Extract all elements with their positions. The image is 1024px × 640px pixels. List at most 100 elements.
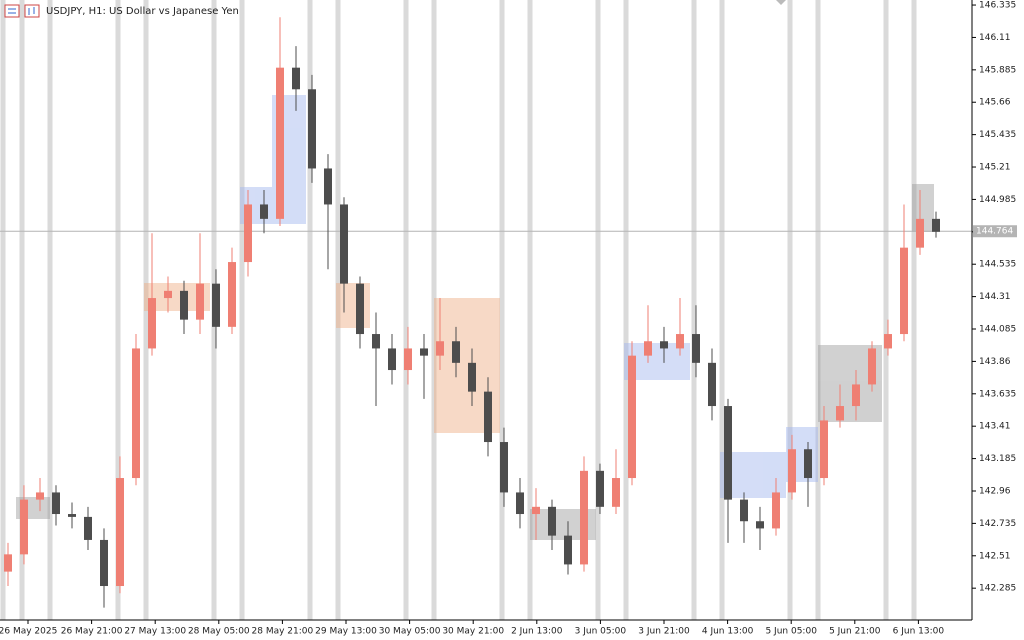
session-separator xyxy=(623,0,629,620)
candle-body xyxy=(820,420,828,479)
candle-body xyxy=(932,218,940,232)
candle-body xyxy=(4,554,12,572)
session-separator xyxy=(595,0,601,620)
candle-body xyxy=(196,283,204,320)
candle-body xyxy=(852,384,860,407)
candle-body xyxy=(564,535,572,565)
y-tick-label: 146.11 xyxy=(979,33,1011,43)
x-tick-label: 4 Jun 13:00 xyxy=(702,627,754,637)
session-separator xyxy=(143,0,149,620)
candle-body xyxy=(388,348,396,371)
y-tick-label: 145.435 xyxy=(979,130,1016,140)
y-tick-label: 144.31 xyxy=(979,292,1011,302)
candle-body xyxy=(660,341,668,349)
session-separator xyxy=(47,0,53,620)
candle-body xyxy=(596,470,604,507)
candle-body xyxy=(740,499,748,522)
y-tick-label: 144.985 xyxy=(979,195,1016,205)
session-separator xyxy=(0,0,6,620)
candle-body xyxy=(916,218,924,248)
candle-body xyxy=(756,521,764,529)
x-tick-label: 30 May 21:00 xyxy=(442,627,504,637)
plot xyxy=(0,17,972,608)
x-tick-label: 3 Jun 21:00 xyxy=(638,627,690,637)
candle-body xyxy=(116,478,124,587)
candle-body xyxy=(628,355,636,479)
session-separator xyxy=(307,0,313,620)
candle-body xyxy=(868,348,876,385)
candle-body xyxy=(436,341,444,356)
x-tick-label: 28 May 05:00 xyxy=(188,627,250,637)
session-separator xyxy=(335,0,341,620)
session-separator xyxy=(815,0,821,620)
icon[interactable] xyxy=(4,4,20,18)
y-tick-label: 144.535 xyxy=(979,260,1016,270)
candle-body xyxy=(804,449,812,479)
x-tick-label: 5 Jun 05:00 xyxy=(765,627,817,637)
zone xyxy=(336,283,370,328)
y-tick-label: 142.735 xyxy=(979,519,1016,529)
x-tick-label: 3 Jun 05:00 xyxy=(575,627,627,637)
candle-body xyxy=(340,204,348,284)
y-tick-label: 144.085 xyxy=(979,325,1016,335)
candle-body xyxy=(36,492,44,500)
candle-body xyxy=(788,449,796,493)
y-tick-label: 143.635 xyxy=(979,389,1016,399)
candle-body xyxy=(180,290,188,320)
candle-body xyxy=(884,334,892,349)
session-separator xyxy=(403,0,409,620)
x-tick-label: 6 Jun 13:00 xyxy=(893,627,945,637)
candle-body xyxy=(308,89,316,169)
candle-body xyxy=(548,506,556,536)
y-tick-label: 143.41 xyxy=(979,422,1011,432)
current-price-label: 144.764 xyxy=(976,227,1013,237)
candle-body xyxy=(772,492,780,529)
candle-body xyxy=(468,362,476,392)
candle-body xyxy=(372,334,380,349)
candle-body xyxy=(836,406,844,421)
candle-body xyxy=(164,290,172,299)
candle-body xyxy=(612,478,620,507)
candle-body xyxy=(276,67,284,219)
candle-body xyxy=(20,499,28,555)
session-separator xyxy=(499,0,505,620)
candle-body xyxy=(52,492,60,515)
session-separator xyxy=(19,0,25,620)
y-tick-label: 145.21 xyxy=(979,163,1011,173)
candle-body xyxy=(404,348,412,371)
candle-body xyxy=(100,539,108,587)
chart-title: USDJPY, H1: US Dollar vs Japanese Yen xyxy=(46,6,239,17)
x-tick-label: 5 Jun 21:00 xyxy=(829,627,881,637)
candle-body xyxy=(84,516,92,540)
candle-body xyxy=(420,348,428,356)
candle-body xyxy=(356,283,364,335)
y-tick-label: 143.185 xyxy=(979,454,1016,464)
candle-body xyxy=(484,391,492,443)
session-separator xyxy=(527,0,533,620)
candle-body xyxy=(68,514,76,517)
session-separator xyxy=(787,0,793,620)
y-tick-label: 146.335 xyxy=(979,1,1016,11)
icon[interactable] xyxy=(24,4,40,18)
x-tick-label: 30 May 05:00 xyxy=(379,627,441,637)
y-tick-label: 142.96 xyxy=(979,486,1011,496)
session-separator xyxy=(239,0,245,620)
x-tick-label: 26 May 2025 xyxy=(0,627,57,637)
x-tick-label: 28 May 21:00 xyxy=(252,627,314,637)
candle-body xyxy=(900,247,908,335)
candle-body xyxy=(148,298,156,349)
session-separator xyxy=(691,0,697,620)
candle-body xyxy=(532,506,540,515)
candle-body xyxy=(516,492,524,515)
candle-body xyxy=(676,334,684,349)
candle-body xyxy=(228,262,236,327)
candle-body xyxy=(244,204,252,263)
x-tick-label: 26 May 21:00 xyxy=(61,627,123,637)
x-tick-label: 27 May 13:00 xyxy=(124,627,186,637)
scroll-marker xyxy=(776,0,786,5)
y-tick-label: 143.86 xyxy=(979,357,1011,367)
session-separator xyxy=(911,0,917,620)
y-tick-label: 145.66 xyxy=(979,98,1011,108)
